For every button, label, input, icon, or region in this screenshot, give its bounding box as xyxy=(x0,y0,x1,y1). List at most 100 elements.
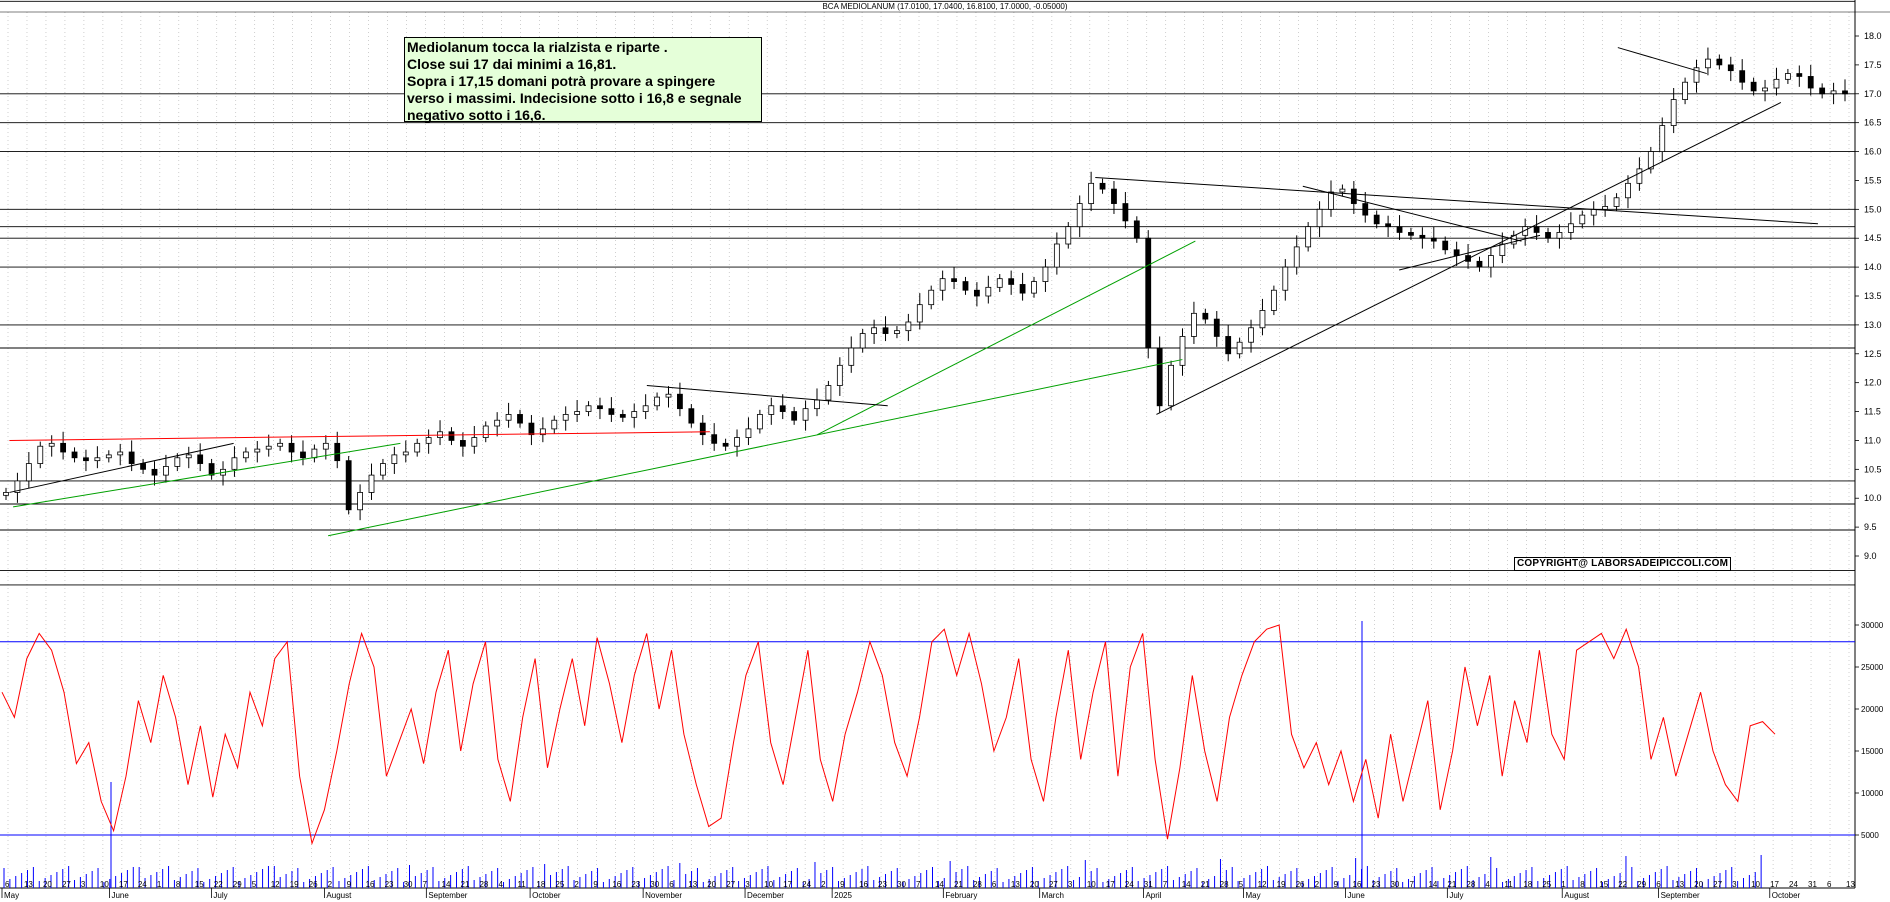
price-tick-label: 10.5 xyxy=(1864,464,1882,474)
candle-body xyxy=(1202,312,1209,320)
day-tick-label: 3 xyxy=(745,880,750,889)
month-tick-label: June xyxy=(1347,891,1365,900)
day-tick-label: 12 xyxy=(271,880,280,889)
candle-body xyxy=(1053,243,1060,268)
day-tick-label: 2 xyxy=(574,880,579,889)
candle-body xyxy=(1693,67,1700,83)
day-tick-label: 14 xyxy=(1182,880,1191,889)
price-tick-label: 13.5 xyxy=(1864,291,1882,301)
day-tick-label: 16 xyxy=(612,880,621,889)
candle-body xyxy=(1647,151,1654,170)
analysis-note-line: Close sui 17 dai minimi a 16,81. xyxy=(407,56,617,72)
day-tick-label: 23 xyxy=(878,880,887,889)
candle-body xyxy=(1705,58,1711,69)
candle-body xyxy=(848,347,855,366)
candle-body xyxy=(1545,232,1551,239)
candle-body xyxy=(517,414,523,424)
candle-body xyxy=(1385,223,1392,228)
day-tick-label: 29 xyxy=(1637,880,1646,889)
candle-body xyxy=(48,442,55,447)
price-tick-label: 16.5 xyxy=(1864,118,1882,128)
candle-body xyxy=(471,437,478,447)
candle-body xyxy=(1122,203,1129,222)
day-tick-label: 27 xyxy=(726,880,735,889)
price-tick-label: 18.0 xyxy=(1864,31,1882,41)
candle-body xyxy=(1362,203,1369,216)
candle-body xyxy=(1179,336,1186,366)
day-tick-label: 8 xyxy=(176,880,181,889)
day-tick-label: 20 xyxy=(43,880,52,889)
candle-body xyxy=(231,457,238,470)
day-tick-label: 6 xyxy=(1827,880,1832,889)
candle-body xyxy=(254,448,261,453)
candle-body xyxy=(1842,90,1848,95)
day-tick-label: 9 xyxy=(840,880,845,889)
price-tick-label: 11.5 xyxy=(1864,407,1881,417)
candle-body xyxy=(1008,278,1015,285)
candle-body xyxy=(151,468,158,476)
candle-body xyxy=(105,454,112,459)
day-tick-label: 20 xyxy=(1030,880,1039,889)
candle-body xyxy=(277,442,284,447)
price-tick-label: 12.0 xyxy=(1864,378,1882,388)
candle-body xyxy=(905,321,912,332)
day-tick-label: 23 xyxy=(1372,880,1381,889)
candle-body xyxy=(791,411,798,421)
price-tick-label: 17.0 xyxy=(1864,89,1882,99)
candle-body xyxy=(1579,214,1586,225)
candle-body xyxy=(608,408,615,415)
candle-body xyxy=(1339,188,1346,193)
candle-body xyxy=(140,463,146,470)
candle-body xyxy=(1248,327,1254,343)
analysis-note-line: Mediolanum tocca la rialzista e riparte … xyxy=(407,39,668,55)
candle-body xyxy=(128,451,135,464)
candle-body xyxy=(1373,214,1380,225)
day-tick-label: 11 xyxy=(1504,880,1513,889)
day-tick-label: 6 xyxy=(1656,880,1661,889)
candle-body xyxy=(699,422,706,436)
day-tick-label: 6 xyxy=(992,880,997,889)
candle-body xyxy=(974,289,980,297)
candle-body xyxy=(1133,220,1140,239)
day-tick-label: 24 xyxy=(138,880,147,889)
trendline xyxy=(1399,234,1541,271)
candle-body xyxy=(1819,87,1826,95)
trendline xyxy=(1302,185,1522,242)
candle-body xyxy=(631,411,638,418)
day-tick-label: 8 xyxy=(1580,880,1585,889)
day-tick-label: 24 xyxy=(802,880,811,889)
candle-body xyxy=(300,451,306,459)
month-tick-label: February xyxy=(945,891,977,900)
day-tick-label: 27 xyxy=(62,880,71,889)
candle-body xyxy=(322,442,329,450)
price-tick-label: 10.0 xyxy=(1864,493,1882,503)
candle-body xyxy=(1088,182,1095,204)
candle-body xyxy=(94,457,101,462)
candle-body xyxy=(928,289,935,306)
candle-body xyxy=(1567,223,1574,233)
day-tick-label: 17 xyxy=(783,880,792,889)
day-tick-label: 15 xyxy=(195,880,204,889)
candle-body xyxy=(1727,64,1734,72)
price-axis: 18.0 17.5 17.0 16.5 16.0 15.5 15.0 14.5 14.0 13.5… xyxy=(1855,31,1882,561)
candle-body xyxy=(1602,206,1609,210)
indicator-tick-label: 5000 xyxy=(1861,831,1879,840)
price-tick-label: 9.0 xyxy=(1864,551,1877,561)
candle-body xyxy=(1270,289,1277,311)
candle-body xyxy=(1476,260,1483,268)
month-tick-label: November xyxy=(645,891,682,900)
indicator-line xyxy=(1,624,1776,846)
day-tick-label: 4 xyxy=(498,880,503,889)
day-tick-label: 26 xyxy=(1296,880,1305,889)
candle-body xyxy=(597,405,603,410)
day-tick-label: 14 xyxy=(1428,880,1437,889)
trendline xyxy=(9,431,710,441)
day-tick-label: 2 xyxy=(328,880,333,889)
day-tick-label: 5 xyxy=(1239,880,1244,889)
candle-body xyxy=(814,399,820,410)
candle-body xyxy=(1145,237,1152,349)
candle-body xyxy=(1762,87,1768,92)
candle-body xyxy=(1019,284,1026,294)
price-tick-label: 16.0 xyxy=(1864,147,1882,157)
day-tick-label: 15 xyxy=(1599,880,1608,889)
